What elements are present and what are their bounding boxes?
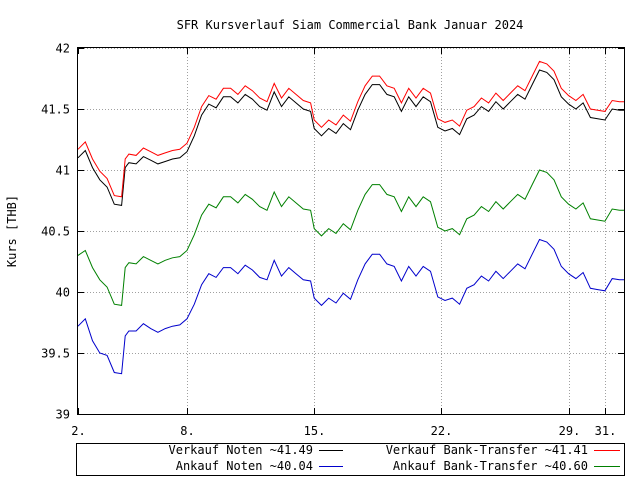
series-line-4 (77, 169, 624, 306)
legend-entry-label: Verkauf Noten ~41.49 (169, 443, 314, 457)
x-axis-ticks: 2. 8. 15. 22. 29. 31. (71, 48, 616, 438)
legend-entry-label: Ankauf Noten ~40.04 (176, 459, 313, 473)
series-line-1 (77, 69, 624, 206)
x-tick-label: 8. (180, 424, 194, 438)
legend-entry-label: Verkauf Bank-Transfer ~41.41 (386, 443, 588, 457)
x-tick-label: 15. (304, 424, 326, 438)
y-tick-label: 41 (56, 164, 70, 178)
y-tick-label: 40 (56, 286, 70, 300)
y-tick-label: 41.5 (41, 103, 70, 117)
y-tick-label: 39.5 (41, 347, 70, 361)
series-line-2 (77, 60, 624, 198)
y-tick-label: 40.5 (41, 225, 70, 239)
x-tick-label: 31. (595, 424, 617, 438)
y-tick-label: 39 (56, 408, 70, 422)
series-lines (77, 60, 624, 375)
grid (78, 48, 624, 415)
series-line-3 (77, 238, 624, 375)
legend-box (76, 443, 625, 476)
y-axis-label: Kurs [THB] (5, 195, 19, 267)
legend-entry-label: Ankauf Bank-Transfer ~40.60 (393, 459, 588, 473)
y-axis-ticks: 39 39.5 40 40.5 41 41.5 42 (41, 42, 624, 422)
legend: Verkauf Noten ~41.49 Verkauf Bank-Transfe… (76, 443, 625, 476)
plot-frame (77, 47, 625, 415)
x-tick-label: 22. (431, 424, 453, 438)
x-tick-label: 29. (559, 424, 581, 438)
chart-title: SFR Kursverlauf Siam Commercial Bank Jan… (177, 18, 524, 32)
y-tick-label: 42 (56, 42, 70, 56)
x-tick-label: 2. (71, 424, 85, 438)
